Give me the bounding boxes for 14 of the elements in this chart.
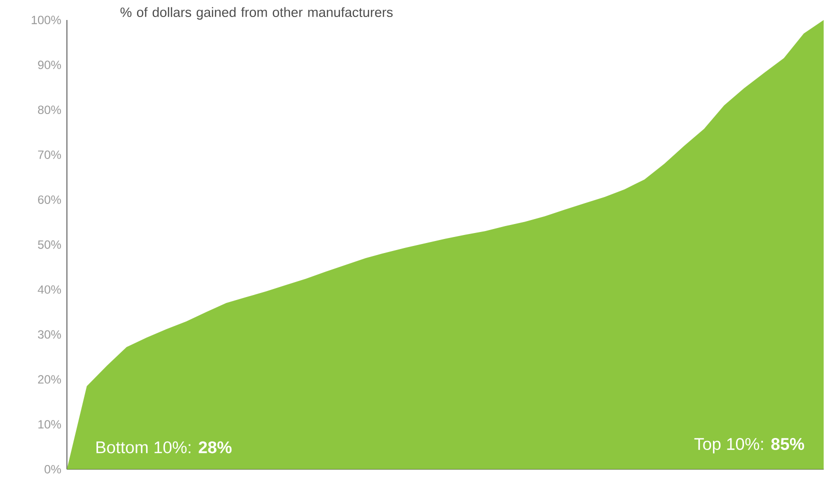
y-tick-label: 50% — [38, 240, 61, 249]
y-tick-label: 80% — [38, 105, 61, 114]
y-tick-label: 60% — [38, 195, 61, 204]
annotation: Bottom 10%: 28% — [96, 441, 232, 454]
annotation: Top 10%: 85% — [694, 438, 804, 454]
y-tick-label: 30% — [38, 330, 61, 339]
y-tick-label: 90% — [38, 60, 61, 69]
y-tick-label: 70% — [38, 150, 61, 159]
y-tick-label: 40% — [38, 285, 61, 294]
y-tick-label: 10% — [38, 420, 61, 428]
y-tick-label: 100% — [32, 16, 61, 24]
chart-title: % of dollars gained from other manufacturers — [120, 7, 393, 20]
y-tick-label: 20% — [38, 375, 61, 384]
y-tick-label: 0% — [44, 464, 61, 474]
